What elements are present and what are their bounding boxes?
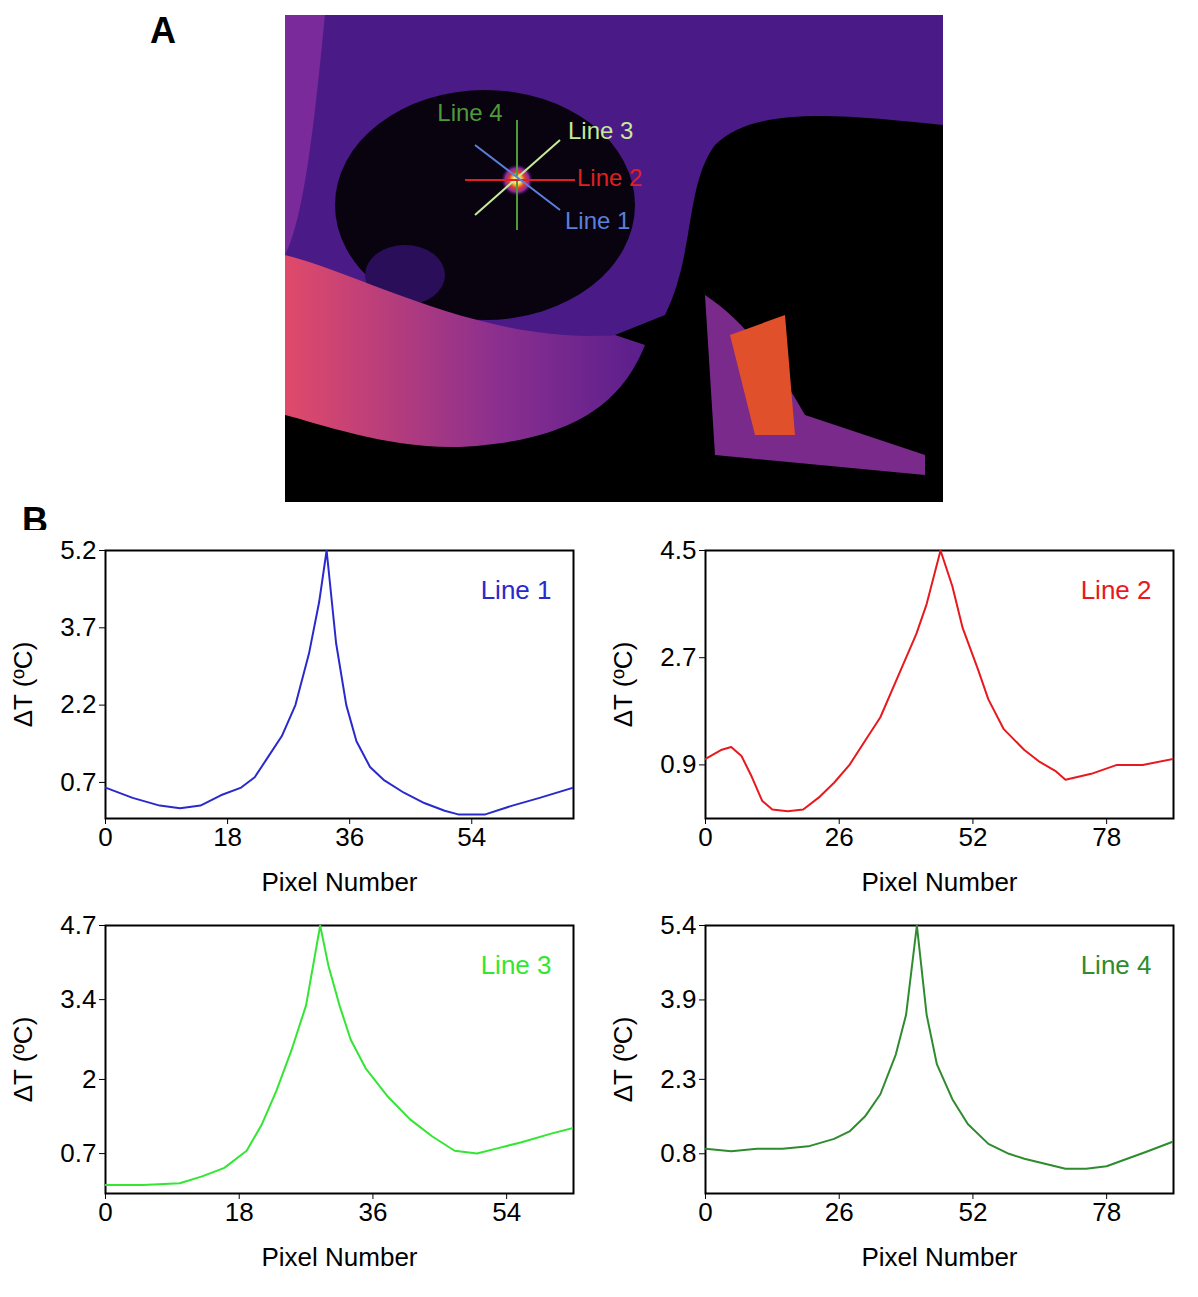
svg-text:Line 1: Line 1 [565, 207, 630, 234]
svg-text:78: 78 [1092, 1197, 1121, 1227]
svg-text:Line 3: Line 3 [481, 950, 552, 980]
svg-text:0.8: 0.8 [660, 1138, 696, 1168]
svg-text:0.7: 0.7 [60, 1138, 96, 1168]
svg-text:4.7: 4.7 [60, 910, 96, 940]
svg-text:ΔT (ºC): ΔT (ºC) [608, 1017, 638, 1103]
svg-text:Line 4: Line 4 [437, 99, 502, 126]
svg-text:3.4: 3.4 [60, 984, 96, 1014]
svg-text:18: 18 [213, 822, 242, 852]
svg-text:2.7: 2.7 [660, 642, 696, 672]
svg-text:2: 2 [82, 1064, 96, 1094]
svg-text:0: 0 [98, 822, 112, 852]
svg-text:54: 54 [492, 1197, 521, 1227]
svg-text:Pixel Number: Pixel Number [261, 867, 417, 897]
svg-text:3.7: 3.7 [60, 612, 96, 642]
svg-text:0: 0 [698, 822, 712, 852]
svg-text:Line 2: Line 2 [577, 164, 642, 191]
svg-text:Pixel Number: Pixel Number [261, 1242, 417, 1272]
svg-text:78: 78 [1092, 822, 1121, 852]
svg-text:5.2: 5.2 [60, 535, 96, 565]
svg-text:4.5: 4.5 [660, 535, 696, 565]
svg-text:Pixel Number: Pixel Number [861, 1242, 1017, 1272]
svg-text:26: 26 [825, 1197, 854, 1227]
svg-text:0: 0 [698, 1197, 712, 1227]
svg-text:0.7: 0.7 [60, 767, 96, 797]
svg-text:18: 18 [225, 1197, 254, 1227]
svg-text:3.9: 3.9 [660, 984, 696, 1014]
svg-text:36: 36 [358, 1197, 387, 1227]
svg-text:Line 4: Line 4 [1081, 950, 1152, 980]
html-text:A: A [150, 10, 176, 51]
svg-text:54: 54 [457, 822, 486, 852]
svg-text:0.9: 0.9 [660, 749, 696, 779]
svg-text:ΔT (ºC): ΔT (ºC) [8, 642, 38, 728]
svg-text:2.3: 2.3 [660, 1064, 696, 1094]
svg-text:Line 3: Line 3 [568, 117, 633, 144]
svg-text:ΔT (ºC): ΔT (ºC) [8, 1017, 38, 1103]
svg-text:Pixel Number: Pixel Number [861, 867, 1017, 897]
svg-text:2.2: 2.2 [60, 689, 96, 719]
svg-text:ΔT (ºC): ΔT (ºC) [608, 642, 638, 728]
svg-text:Line 2: Line 2 [1081, 575, 1152, 605]
svg-text:5.4: 5.4 [660, 910, 696, 940]
svg-text:26: 26 [825, 822, 854, 852]
svg-text:0: 0 [98, 1197, 112, 1227]
svg-text:36: 36 [335, 822, 364, 852]
svg-text:52: 52 [958, 822, 987, 852]
svg-text:52: 52 [958, 1197, 987, 1227]
html-text:B: B [22, 500, 48, 541]
svg-text:Line 1: Line 1 [481, 575, 552, 605]
